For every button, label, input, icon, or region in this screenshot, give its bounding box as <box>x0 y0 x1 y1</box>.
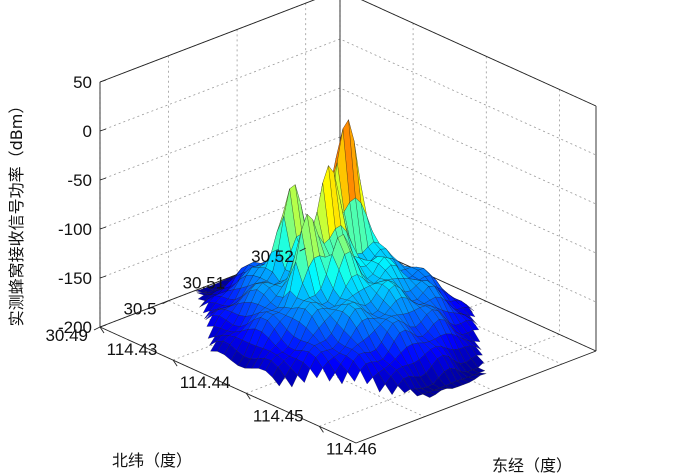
z-tick <box>99 79 107 83</box>
y-axis-line <box>355 350 597 444</box>
x-tick-label: 114.46 <box>326 439 377 458</box>
y-axis-label: 北纬（度） <box>112 451 192 470</box>
x-gridline <box>319 89 560 427</box>
x-tick <box>245 393 251 400</box>
y-tick-label: 30.51 <box>183 273 226 292</box>
y-tick-label: 30.52 <box>251 247 294 266</box>
z-tick-label: -150 <box>58 269 92 288</box>
z-tick <box>99 128 107 132</box>
axes-panes <box>99 0 597 444</box>
y-tick <box>230 274 238 278</box>
y-tick <box>162 300 169 305</box>
x-tick <box>319 426 324 433</box>
box-edge <box>360 0 597 107</box>
z-tick <box>99 177 107 181</box>
z-gridline <box>99 136 597 254</box>
z-gridline <box>99 185 597 303</box>
surface-mesh <box>195 119 487 398</box>
x-axis-line <box>99 326 357 444</box>
surface-cell <box>422 392 436 398</box>
tick-labels: -200 -150 -100 -50 0 50 30.49 30.5 30.51 30.52 114… <box>45 73 376 458</box>
z-gridline <box>99 38 597 156</box>
x-tick <box>172 359 178 367</box>
z-tick-label: -200 <box>58 318 92 337</box>
z-tick <box>99 324 107 328</box>
z-tick <box>99 275 107 279</box>
y-tick <box>93 326 101 331</box>
z-gridline <box>99 87 597 205</box>
back-pane <box>340 0 596 351</box>
y-tick-label: 30.49 <box>45 326 88 345</box>
y-tick-label: 30.5 <box>123 300 156 319</box>
z-tick-label: -100 <box>58 220 92 239</box>
axes-box <box>99 326 597 444</box>
x-tick-label: 114.44 <box>180 373 231 392</box>
z-tick-label: 50 <box>73 73 92 92</box>
z-tick-label: 0 <box>83 122 92 141</box>
x-tick-label: 114.43 <box>107 340 158 359</box>
z-tick-label: -50 <box>67 171 92 190</box>
x-tick-label: 114.45 <box>253 406 304 425</box>
x-tick <box>99 326 105 334</box>
z-axis-label: 实测蜂窝接收信号功率（dBm） <box>7 98 26 327</box>
y-tick <box>299 247 306 252</box>
box-edge <box>99 0 316 83</box>
x-axis-label: 东经（度） <box>492 456 572 475</box>
z-tick <box>99 226 107 230</box>
